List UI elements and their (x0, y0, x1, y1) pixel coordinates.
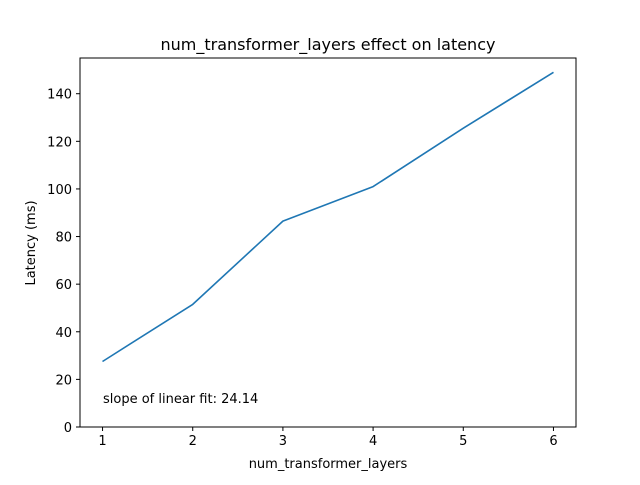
y-axis-label: Latency (ms) (24, 200, 39, 285)
x-tick-label: 1 (98, 434, 106, 449)
y-tick-label: 40 (55, 326, 72, 341)
y-tick-label: 100 (47, 183, 72, 198)
y-tick-label: 20 (55, 373, 72, 388)
x-tick-label: 3 (279, 434, 287, 449)
slope-annotation: slope of linear fit: 24.14 (103, 392, 258, 407)
y-tick-label: 140 (47, 88, 72, 103)
x-axis-label: num_transformer_layers (249, 457, 408, 472)
y-tick-label: 60 (55, 278, 72, 293)
y-tick-label: 120 (47, 135, 72, 150)
y-tick-label: 80 (55, 231, 72, 246)
x-tick-label: 5 (459, 434, 467, 449)
x-tick-label: 2 (189, 434, 197, 449)
x-tick-label: 6 (549, 434, 557, 449)
y-tick-label: 0 (64, 421, 72, 436)
chart-title: num_transformer_layers effect on latency (161, 35, 496, 55)
x-tick-label: 4 (369, 434, 377, 449)
